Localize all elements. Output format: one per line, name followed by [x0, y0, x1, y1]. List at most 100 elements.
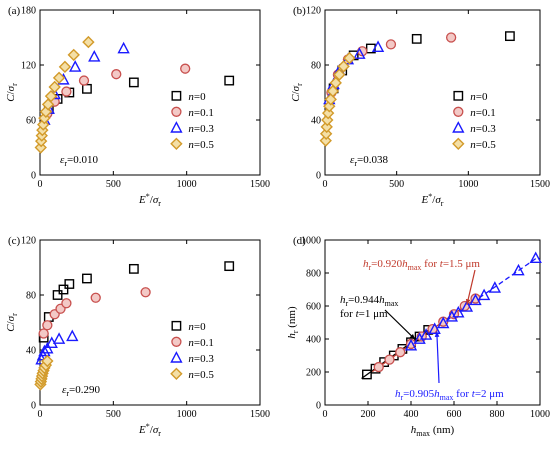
data-point-triangle: [477, 288, 491, 301]
data-point-circle: [140, 287, 151, 298]
legend-label: n=0.1: [188, 107, 213, 119]
legend-label: n=0.1: [470, 107, 495, 119]
legend-marker: [452, 137, 465, 150]
data-point-triangle: [371, 40, 385, 53]
x-tick-label: 200: [361, 409, 376, 420]
panel-label: (d): [293, 235, 306, 247]
x-tick-label: 500: [106, 179, 121, 190]
data-point-circle: [61, 298, 72, 309]
x-tick-label: 0: [38, 179, 43, 190]
data-point-triangle: [428, 322, 441, 334]
x-tick-label: 400: [404, 409, 419, 420]
data-point-triangle: [69, 60, 82, 72]
x-tick-label: 800: [490, 409, 505, 420]
data-point-triangle: [88, 50, 101, 62]
y-tick-label: 80: [311, 61, 321, 72]
arrow-head: [434, 331, 440, 337]
y-axis-label: C/σr: [290, 83, 304, 102]
data-point-square: [58, 284, 69, 295]
strain-annotation: εr=0.038: [350, 154, 388, 168]
data-point-circle: [445, 32, 457, 43]
data-point-diamond: [319, 134, 332, 147]
data-point-square: [128, 77, 139, 88]
x-axis-label: E*/σr: [138, 422, 161, 438]
data-point-triangle: [66, 329, 79, 342]
plot-frame: [324, 239, 541, 406]
annotation-arrow: [436, 331, 440, 384]
x-tick-label: 1000: [177, 409, 197, 420]
data-point-circle: [180, 63, 191, 74]
data-point-triangle: [41, 341, 54, 354]
y-tick-label: 120: [21, 61, 36, 72]
data-point-circle: [90, 292, 101, 303]
y-tick-label: 40: [311, 116, 321, 127]
data-point-triangle: [117, 41, 130, 54]
legend-marker: [171, 90, 182, 101]
fit-condition: for t=1 μm: [340, 308, 388, 320]
y-axis-label: C/σr: [5, 313, 19, 332]
x-tick-label: 0: [38, 409, 43, 420]
legend-marker: [453, 106, 464, 117]
data-point-diamond: [39, 105, 53, 118]
x-tick-label: 600: [447, 409, 462, 420]
arrow-head: [409, 334, 416, 340]
plot-frame: [324, 9, 541, 176]
data-point-diamond: [343, 51, 356, 65]
data-point-triangle: [469, 293, 482, 306]
y-tick-label: 0: [316, 401, 321, 412]
data-point-triangle: [404, 338, 418, 351]
arrow-head: [465, 298, 471, 305]
data-point-circle: [373, 361, 384, 373]
x-axis-label: hmax (nm): [411, 424, 455, 438]
y-tick-label: 0: [316, 171, 321, 182]
y-tick-label: 800: [306, 269, 321, 280]
annotation-arrow: [384, 309, 416, 341]
data-point-diamond: [319, 127, 333, 140]
data-point-diamond: [337, 60, 350, 73]
plot-frame: [39, 9, 261, 176]
panel-label: (b): [293, 5, 306, 17]
data-point-circle: [395, 347, 406, 358]
panel-a: 0 500 1000 1500 0 60 120 180(a) E*/σr C/σr n=0 n=0.…: [5, 5, 270, 208]
data-point-triangle: [529, 251, 542, 264]
y-axis-label: C/σr: [5, 83, 19, 102]
legend-label: n=0: [188, 321, 206, 333]
data-point-circle: [111, 69, 122, 80]
data-point-diamond: [333, 68, 346, 81]
data-point-square: [224, 75, 235, 86]
data-point-square: [224, 261, 235, 272]
data-point-square: [362, 369, 372, 380]
x-tick-label: 1500: [250, 179, 270, 190]
x-tick-label: 1500: [530, 179, 550, 190]
data-point-triangle: [512, 263, 525, 276]
fit-equation: hr=0.905hmax for t=2 μm: [395, 388, 504, 402]
x-tick-label: 1000: [177, 179, 197, 190]
data-point-triangle: [437, 316, 450, 329]
data-point-diamond: [41, 354, 54, 368]
data-point-diamond: [34, 141, 47, 154]
data-point-circle: [61, 86, 72, 97]
fit-equation: hr=0.920hmax for t=1.5 μm: [363, 258, 480, 272]
legend-marker: [453, 90, 464, 101]
data-point-diamond: [320, 120, 333, 134]
legend-marker: [171, 320, 182, 331]
x-tick-label: 500: [389, 179, 404, 190]
data-point-square: [505, 31, 515, 42]
data-point-square: [52, 290, 63, 300]
data-point-square: [82, 273, 92, 284]
data-point-circle: [384, 354, 395, 365]
legend-marker: [171, 106, 182, 117]
panel-b: 0 500 1000 1500 0 40 80 120(b) E*/σr C/σr n=0 n=0.1…: [290, 5, 550, 208]
data-point-circle: [385, 39, 397, 50]
x-tick-label: 1000: [458, 179, 478, 190]
data-point-diamond: [52, 71, 66, 85]
data-point-triangle: [52, 332, 66, 344]
x-tick-label: 1500: [250, 409, 270, 420]
x-tick-label: 500: [106, 409, 121, 420]
data-point-diamond: [48, 80, 61, 94]
data-point-diamond: [82, 35, 95, 49]
legend-label: n=0: [188, 91, 206, 103]
data-point-diamond: [58, 60, 72, 74]
legend-label: n=0.5: [470, 139, 496, 151]
strain-annotation: εr=0.010: [60, 154, 98, 168]
